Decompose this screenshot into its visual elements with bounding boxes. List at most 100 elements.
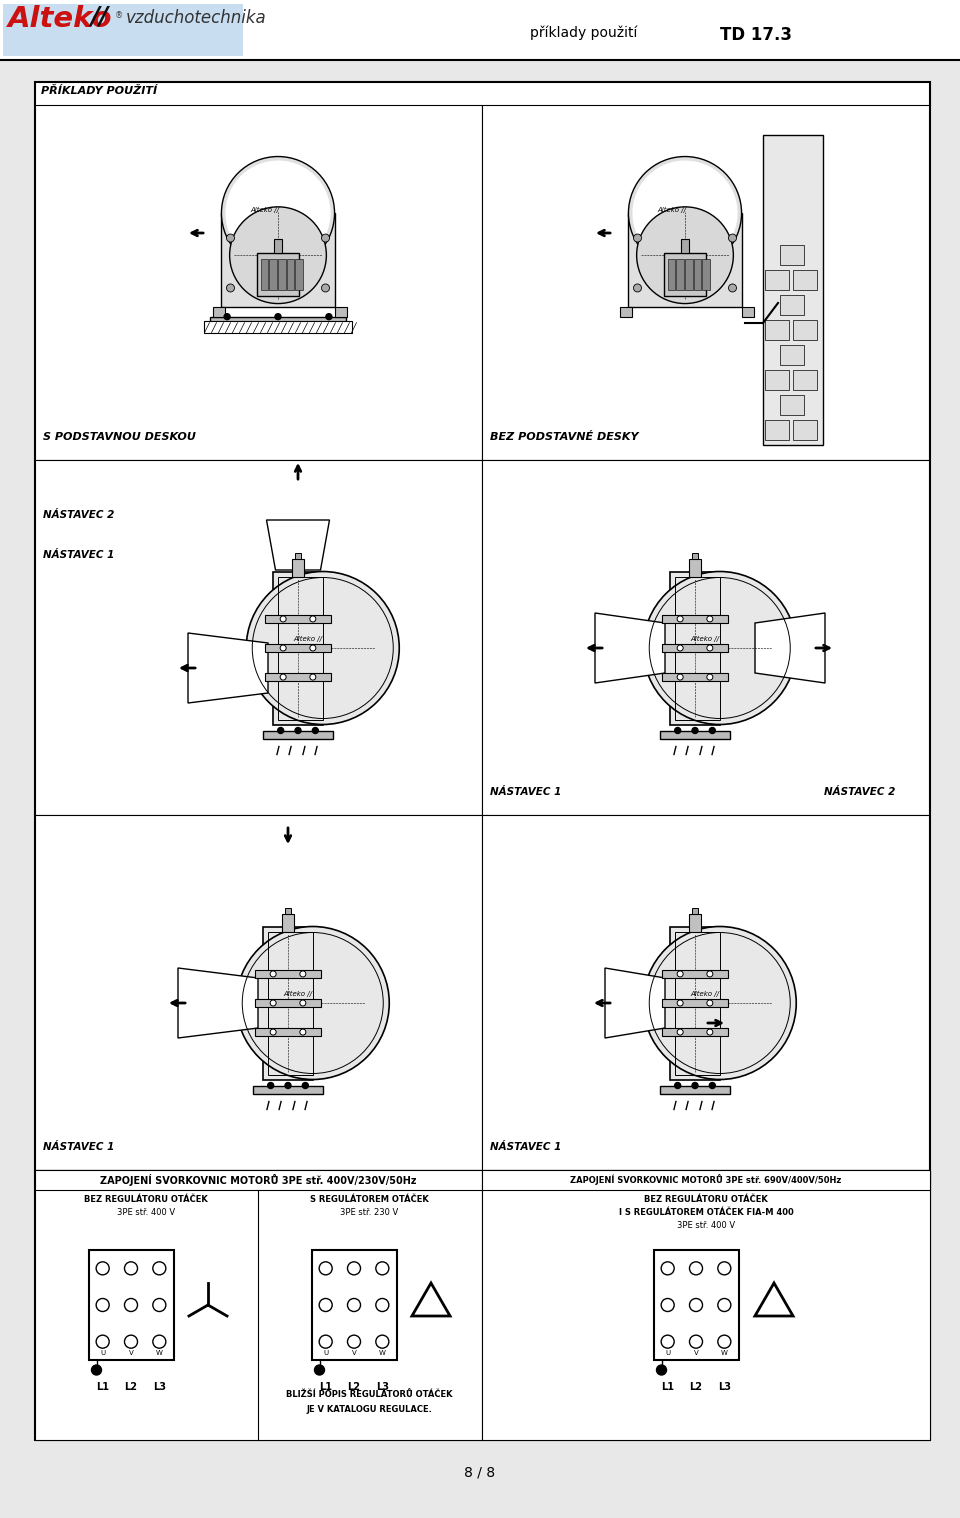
Circle shape (236, 926, 389, 1079)
Bar (282, 914, 294, 932)
Text: L3: L3 (375, 1381, 389, 1392)
Circle shape (96, 1336, 109, 1348)
Circle shape (312, 727, 319, 733)
Circle shape (322, 284, 329, 291)
Bar (35, 1170, 482, 1190)
Text: příklady použití: příklady použití (530, 26, 637, 41)
Text: NÁSTAVEC 2: NÁSTAVEC 2 (43, 510, 114, 521)
Polygon shape (595, 613, 665, 683)
Circle shape (729, 234, 736, 241)
Bar (703, 260, 710, 290)
Circle shape (319, 1261, 332, 1275)
Circle shape (677, 674, 684, 680)
Bar (765, 270, 789, 290)
Bar (692, 553, 698, 559)
Text: Alteko //: Alteko // (690, 991, 719, 997)
Circle shape (348, 1336, 361, 1348)
Bar (204, 320, 351, 332)
Bar (278, 260, 286, 290)
Bar (260, 260, 268, 290)
Text: Alteko: Alteko (8, 5, 112, 33)
Circle shape (300, 1029, 306, 1035)
Text: W: W (721, 1350, 728, 1356)
Bar (685, 260, 693, 290)
Text: BLIŽŠÍ POPIS REGULÁTORŮ OTÁČEK: BLIŽŠÍ POPIS REGULÁTORŮ OTÁČEK (286, 1390, 452, 1400)
Circle shape (677, 972, 684, 978)
Bar (255, 999, 321, 1006)
Text: Alteko //: Alteko // (657, 206, 686, 213)
Text: NÁSTAVEC 2: NÁSTAVEC 2 (824, 786, 896, 797)
Bar (660, 730, 730, 738)
Bar (694, 260, 702, 290)
Circle shape (325, 314, 332, 320)
Bar (255, 1028, 321, 1037)
Polygon shape (755, 613, 825, 683)
Circle shape (153, 1298, 166, 1312)
Polygon shape (267, 521, 329, 569)
Circle shape (718, 1298, 731, 1312)
Bar (482, 815, 929, 1170)
Bar (269, 260, 277, 290)
Text: L2: L2 (348, 1381, 361, 1392)
Text: V: V (694, 1350, 698, 1356)
Bar (681, 238, 689, 254)
Polygon shape (605, 968, 665, 1038)
Polygon shape (178, 968, 258, 1038)
Text: PŘÍKLADY POUŽITÍ: PŘÍKLADY POUŽITÍ (41, 87, 157, 96)
Text: 3PE stř. 400 V: 3PE stř. 400 V (117, 1208, 175, 1217)
Circle shape (300, 972, 306, 978)
Bar (780, 294, 804, 316)
Polygon shape (188, 633, 268, 703)
Circle shape (280, 645, 286, 651)
Circle shape (643, 571, 796, 724)
Circle shape (692, 727, 698, 733)
Circle shape (227, 234, 234, 241)
Circle shape (229, 206, 326, 304)
Circle shape (677, 645, 684, 651)
Text: BEZ REGULÁTORU OTÁČEK: BEZ REGULÁTORU OTÁČEK (644, 1195, 768, 1204)
Text: TD 17.3: TD 17.3 (720, 26, 792, 44)
Circle shape (689, 1298, 703, 1312)
Circle shape (689, 1261, 703, 1275)
Bar (662, 615, 728, 622)
Bar (265, 644, 331, 653)
Text: L1: L1 (661, 1381, 674, 1392)
Bar (675, 577, 720, 720)
Circle shape (280, 616, 286, 622)
Bar (482, 460, 929, 815)
Text: L3: L3 (718, 1381, 731, 1392)
Bar (255, 970, 321, 978)
Bar (295, 553, 301, 559)
Circle shape (689, 1336, 703, 1348)
Circle shape (315, 1365, 324, 1375)
Bar (689, 914, 701, 932)
Circle shape (125, 1336, 137, 1348)
Circle shape (677, 1029, 684, 1035)
Bar (35, 82, 930, 1441)
Circle shape (375, 1336, 389, 1348)
Circle shape (226, 161, 330, 266)
Circle shape (268, 1082, 274, 1088)
Circle shape (153, 1336, 166, 1348)
Text: JE V KATALOGU REGULACE.: JE V KATALOGU REGULACE. (306, 1406, 432, 1413)
Text: NÁSTAVEC 1: NÁSTAVEC 1 (43, 550, 114, 560)
Bar (292, 559, 304, 577)
Circle shape (222, 156, 334, 270)
Text: vzduchotechnika: vzduchotechnika (126, 9, 267, 27)
Bar (265, 672, 331, 682)
Bar (793, 420, 817, 440)
Bar (35, 460, 482, 815)
Bar (765, 320, 789, 340)
Circle shape (270, 1029, 276, 1035)
Bar (765, 370, 789, 390)
Circle shape (709, 727, 715, 733)
Bar (222, 213, 334, 307)
Circle shape (310, 616, 316, 622)
Bar (620, 307, 633, 317)
Circle shape (629, 156, 741, 270)
Bar (689, 559, 701, 577)
Bar (268, 932, 313, 1075)
Circle shape (707, 645, 713, 651)
Text: Alteko //: Alteko // (690, 636, 719, 642)
Bar (662, 644, 728, 653)
